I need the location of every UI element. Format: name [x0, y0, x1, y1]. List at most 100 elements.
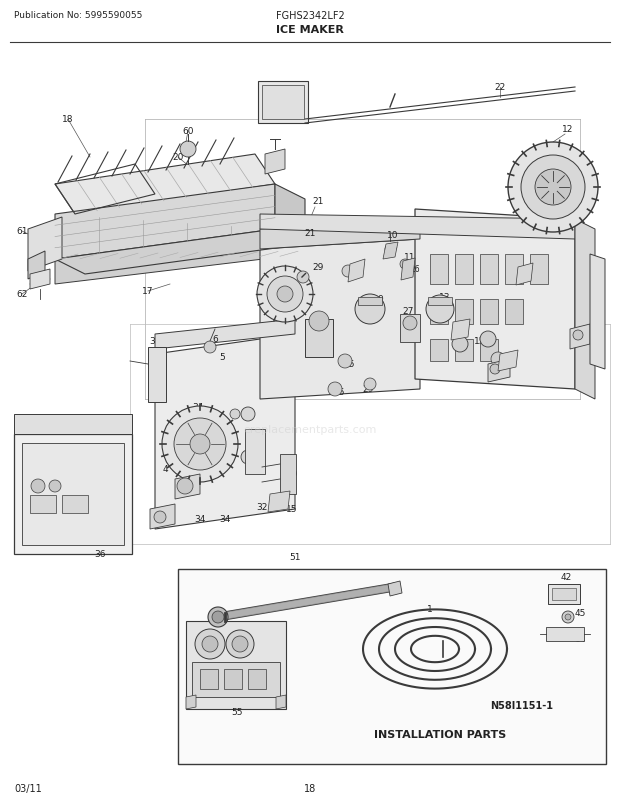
Polygon shape [265, 150, 285, 175]
Circle shape [355, 294, 385, 325]
Circle shape [508, 143, 598, 233]
Circle shape [400, 260, 410, 269]
Bar [258, 82, 308, 124]
Circle shape [180, 142, 196, 158]
Text: 13: 13 [439, 294, 451, 302]
Circle shape [573, 330, 583, 341]
Circle shape [521, 156, 585, 220]
Bar [530, 255, 548, 285]
Text: 18: 18 [304, 783, 316, 793]
Polygon shape [155, 334, 295, 529]
Text: 34: 34 [192, 403, 204, 412]
Circle shape [174, 419, 226, 471]
Text: 14: 14 [459, 343, 471, 352]
Polygon shape [268, 492, 290, 512]
Bar [455, 339, 473, 362]
Text: 20: 20 [172, 153, 184, 162]
Text: 6: 6 [212, 335, 218, 344]
Text: 23: 23 [352, 265, 363, 274]
Bar [430, 255, 448, 285]
Polygon shape [150, 504, 175, 529]
Bar [455, 255, 473, 285]
Polygon shape [55, 184, 275, 260]
Polygon shape [590, 255, 605, 370]
Text: 26: 26 [388, 243, 398, 252]
Text: 9: 9 [377, 295, 383, 304]
Text: 1: 1 [427, 605, 433, 614]
Text: 60: 60 [182, 128, 193, 136]
Polygon shape [55, 229, 305, 285]
Circle shape [49, 480, 61, 492]
Text: 3: 3 [149, 337, 155, 346]
Polygon shape [186, 695, 196, 709]
Polygon shape [401, 259, 415, 281]
Circle shape [267, 277, 303, 313]
Circle shape [309, 312, 329, 331]
Text: N58I1151-1: N58I1151-1 [490, 700, 553, 710]
Text: 29: 29 [362, 385, 374, 394]
Circle shape [297, 272, 309, 284]
Polygon shape [155, 320, 295, 350]
Circle shape [177, 479, 193, 494]
Circle shape [535, 170, 571, 206]
Bar [192, 662, 280, 697]
Text: 15: 15 [334, 388, 346, 397]
Text: 03/11: 03/11 [14, 783, 42, 793]
Text: 21: 21 [312, 197, 324, 206]
Text: 12: 12 [562, 125, 574, 134]
Bar [224, 669, 242, 689]
Circle shape [257, 267, 313, 322]
Polygon shape [14, 415, 132, 435]
Text: 29: 29 [312, 263, 324, 272]
Circle shape [562, 611, 574, 623]
Polygon shape [498, 350, 518, 371]
Bar [248, 669, 266, 689]
Polygon shape [276, 695, 286, 709]
Text: 34: 34 [194, 515, 206, 524]
Circle shape [277, 286, 293, 302]
Bar [428, 298, 452, 306]
Bar [400, 314, 420, 342]
Text: 29: 29 [286, 470, 298, 479]
Text: 45: 45 [574, 609, 586, 618]
Text: 10: 10 [388, 231, 399, 241]
Bar [280, 455, 296, 494]
Bar [200, 669, 218, 689]
Bar [245, 429, 265, 475]
Polygon shape [570, 325, 590, 350]
Text: 18: 18 [62, 115, 74, 124]
Bar [430, 300, 448, 325]
Circle shape [565, 614, 571, 620]
Circle shape [403, 317, 417, 330]
Circle shape [202, 636, 218, 652]
Circle shape [154, 512, 166, 524]
Circle shape [230, 410, 240, 419]
Text: 25: 25 [492, 365, 503, 374]
Bar [178, 569, 606, 764]
Text: 51: 51 [290, 553, 301, 561]
Text: 21: 21 [304, 229, 316, 237]
Polygon shape [30, 269, 50, 290]
Text: 15: 15 [474, 337, 485, 346]
Text: 62: 62 [16, 290, 28, 299]
Text: 23: 23 [525, 267, 536, 276]
Polygon shape [260, 215, 575, 240]
Text: ICE MAKER: ICE MAKER [276, 25, 344, 35]
Polygon shape [275, 184, 305, 245]
Text: 4: 4 [162, 465, 168, 474]
Text: 64: 64 [574, 634, 586, 644]
Text: 7: 7 [262, 305, 268, 314]
Polygon shape [451, 320, 470, 341]
Bar [546, 627, 584, 642]
Polygon shape [348, 260, 365, 282]
Text: Publication No: 5995590055: Publication No: 5995590055 [14, 11, 143, 21]
Circle shape [226, 630, 254, 658]
Circle shape [241, 407, 255, 422]
Circle shape [212, 611, 224, 623]
Circle shape [328, 383, 342, 396]
Polygon shape [28, 252, 45, 280]
Text: 30: 30 [454, 325, 466, 334]
Text: 34: 34 [219, 515, 231, 524]
Circle shape [426, 296, 454, 323]
Polygon shape [575, 220, 595, 399]
